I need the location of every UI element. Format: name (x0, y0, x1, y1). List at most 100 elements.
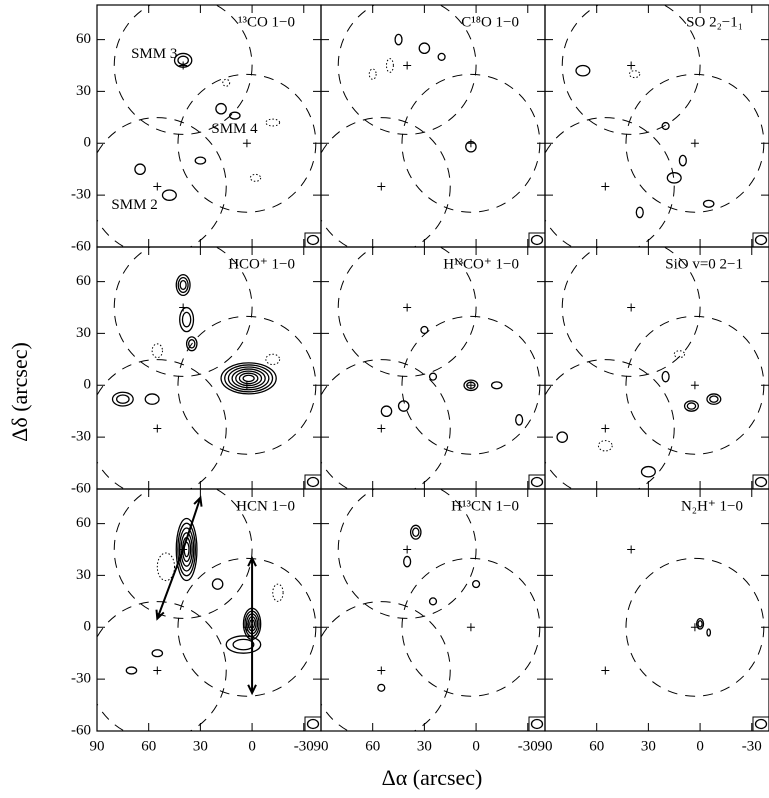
panel-frame (320, 488, 546, 732)
contour (177, 522, 196, 577)
contour (211, 578, 224, 590)
contour (471, 579, 481, 589)
contour (151, 343, 163, 359)
source-cross (153, 424, 162, 433)
panel-title: H¹³CO⁺ 1−0 (443, 256, 519, 272)
contour (179, 279, 187, 291)
x-tick-label: 30 (417, 738, 432, 754)
contour (702, 199, 715, 208)
panel-title: HCO⁺ 1−0 (228, 256, 295, 272)
mosaic-outline (113, 489, 253, 619)
mosaic-outline (113, 5, 253, 135)
beam (530, 234, 544, 246)
beam (306, 718, 320, 730)
outflow-arrow (182, 495, 203, 550)
x-tick-label: 0 (248, 738, 256, 754)
source-cross (242, 381, 251, 390)
contour (224, 364, 274, 393)
x-axis-label: Δα (arcsec) (382, 765, 483, 790)
x-tick-label: 60 (141, 738, 156, 754)
contour (242, 374, 255, 383)
source-cross (601, 666, 610, 675)
panel-title: ¹³CO 1−0 (238, 14, 295, 30)
source-cross (377, 424, 386, 433)
mosaic-outline (97, 601, 227, 731)
contour (225, 635, 262, 654)
contour (575, 64, 591, 77)
contour (144, 393, 160, 405)
outflow-arrow (247, 623, 257, 696)
y-tick-label: -30 (71, 187, 91, 203)
x-tick-label: 0 (696, 738, 704, 754)
contour (640, 465, 656, 478)
source-cross (242, 139, 251, 148)
contour (175, 274, 191, 297)
panel-frame (544, 4, 769, 248)
contour (238, 372, 259, 385)
panel-frame (96, 488, 322, 732)
panel-title: N₂H⁺ 1−0 (681, 498, 743, 514)
contour (490, 381, 503, 390)
y-tick-label: -30 (71, 429, 91, 445)
source-cross (466, 623, 475, 632)
contour (418, 42, 431, 55)
y-tick-label: 60 (76, 273, 91, 289)
mosaic-outline (561, 247, 701, 377)
contour (231, 368, 266, 389)
y-tick-label: 30 (76, 325, 91, 341)
contour (706, 393, 722, 405)
panel (321, 5, 541, 247)
mosaic-outline (97, 117, 227, 247)
contour (683, 400, 700, 412)
outflow-arrow (155, 549, 185, 621)
contour (428, 372, 438, 381)
contour (156, 552, 176, 582)
panel (545, 5, 765, 247)
contour (628, 70, 641, 79)
x-tick-label: 0 (472, 738, 480, 754)
contour (265, 118, 281, 127)
source-label: SMM 2 (111, 197, 157, 213)
y-tick-label: -60 (71, 722, 91, 738)
contour (220, 362, 277, 395)
mosaic-outline (321, 117, 451, 247)
y-axis-label: Δδ (arcsec) (7, 342, 32, 442)
contour (661, 370, 670, 383)
source-cross (690, 381, 699, 390)
mosaic-outline (545, 359, 675, 489)
panel-frame (320, 246, 546, 490)
contour (232, 638, 255, 651)
contour (428, 597, 438, 606)
contour (673, 350, 686, 359)
contour (125, 666, 138, 675)
contour (134, 163, 146, 176)
contour (420, 325, 429, 335)
y-tick-label: 30 (76, 567, 91, 583)
panel (321, 489, 541, 731)
contour (222, 78, 231, 87)
y-tick-label: 0 (84, 135, 92, 151)
contour (175, 517, 198, 582)
x-tick-label: -30 (742, 738, 762, 754)
mosaic-outline (561, 5, 701, 135)
contour (556, 431, 569, 443)
source-cross (601, 182, 610, 191)
source-cross (377, 182, 386, 191)
x-tick-label: 60 (365, 738, 380, 754)
contour (368, 68, 377, 80)
source-label: SMM 3 (131, 46, 177, 62)
y-tick-label: 30 (76, 83, 91, 99)
y-tick-label: -60 (71, 238, 91, 254)
source-cross (403, 545, 412, 554)
contour (678, 154, 687, 167)
panel-frame (544, 246, 769, 490)
contour (215, 102, 227, 115)
contour (272, 583, 284, 602)
contour (115, 394, 130, 404)
source-cross (403, 61, 412, 70)
contour (412, 527, 420, 537)
beam (530, 476, 544, 488)
y-tick-label: 60 (76, 31, 91, 47)
source-cross (627, 61, 636, 70)
